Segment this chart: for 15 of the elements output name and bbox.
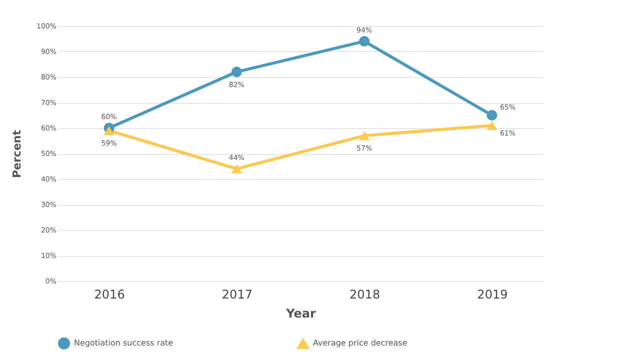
x-tick-label: 2017	[222, 288, 252, 302]
point	[359, 131, 370, 140]
point	[231, 164, 242, 174]
point	[231, 66, 242, 78]
point	[486, 120, 498, 130]
point	[359, 36, 370, 47]
point	[104, 126, 114, 136]
y-axis-title: Percent	[10, 130, 24, 178]
point	[486, 110, 498, 120]
x-tick-label: 2019	[477, 288, 508, 302]
x-tick-label: 2016	[94, 288, 125, 302]
legend-label: Negotiation success rate	[74, 338, 174, 348]
x-tick-label: 2018	[350, 288, 380, 302]
x-axis-title: Year	[285, 306, 316, 320]
legend-label: Average price decrease	[313, 338, 408, 348]
